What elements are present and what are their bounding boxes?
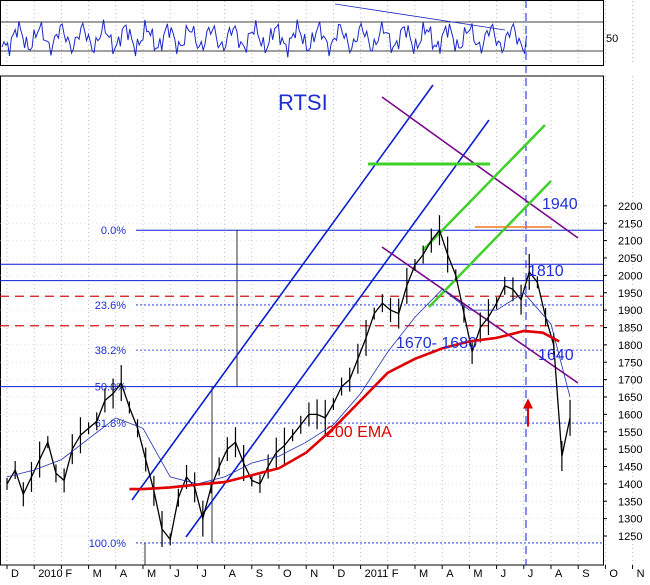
x-tick-label: F bbox=[392, 568, 399, 580]
x-tick-label: N bbox=[637, 568, 645, 580]
y-tick-label: 1600 bbox=[618, 409, 642, 421]
x-tick-label: 2011 bbox=[365, 568, 389, 580]
channel-upper-line bbox=[131, 84, 434, 501]
x-tick-label: N bbox=[310, 568, 318, 580]
y-tick-label: 1950 bbox=[618, 288, 642, 300]
y-tick-label: 1350 bbox=[618, 496, 642, 508]
y-tick-label: 1300 bbox=[618, 514, 642, 526]
fib-label: 50.0% bbox=[95, 382, 126, 394]
y-tick-label: 1700 bbox=[618, 375, 642, 387]
chart-title: RTSI bbox=[278, 90, 328, 115]
x-tick-label: O bbox=[283, 568, 292, 580]
fib-label: 61.8% bbox=[95, 418, 126, 430]
x-tick-label: 2010 bbox=[38, 568, 62, 580]
y-tick-label: 2100 bbox=[618, 236, 642, 248]
annotation-1940: 1940 bbox=[542, 196, 578, 213]
y-tick-label: 1800 bbox=[618, 340, 642, 352]
y-tick-label: 1450 bbox=[618, 462, 642, 474]
x-tick-label: F bbox=[65, 568, 72, 580]
fib-label: 38.2% bbox=[95, 345, 126, 357]
green-channel-upper bbox=[422, 124, 546, 251]
ema-200-line bbox=[129, 329, 560, 491]
y-tick-label: 1850 bbox=[618, 323, 642, 335]
x-tick-label: M bbox=[93, 568, 102, 580]
fib-label: 23.6% bbox=[95, 300, 126, 312]
red-arrow-head bbox=[523, 398, 533, 409]
oscillator-trendline bbox=[334, 3, 506, 31]
y-tick-label: 2150 bbox=[618, 218, 642, 230]
annotation-1640: 1640 bbox=[538, 347, 574, 364]
y-tick-label: 2000 bbox=[618, 270, 642, 282]
y-tick-label: 1750 bbox=[618, 357, 642, 369]
fib-label: 100.0% bbox=[89, 538, 127, 550]
x-tick-label: J bbox=[201, 568, 207, 580]
y-tick-label: 1250 bbox=[618, 531, 642, 543]
x-tick-label: J bbox=[501, 568, 507, 580]
x-tick-label: J bbox=[174, 568, 180, 580]
fib-label: 0.0% bbox=[101, 225, 126, 237]
purple-resistance-line bbox=[381, 96, 579, 239]
annotation-200-ema: 200 EMA bbox=[326, 424, 392, 441]
y-tick-label: 1500 bbox=[618, 444, 642, 456]
y-tick-label: 1650 bbox=[618, 392, 642, 404]
y-tick-label: 1900 bbox=[618, 305, 642, 317]
x-tick-label: M bbox=[419, 568, 428, 580]
x-tick-label: S bbox=[256, 568, 263, 580]
y-tick-label: 1400 bbox=[618, 479, 642, 491]
x-tick-label: A bbox=[229, 568, 237, 580]
x-tick-label: S bbox=[582, 568, 589, 580]
green-channel-lower bbox=[428, 180, 552, 308]
x-tick-label: J bbox=[528, 568, 534, 580]
oscillator-frame bbox=[0, 0, 604, 66]
y-tick-label: 1550 bbox=[618, 427, 642, 439]
channel-lower-line bbox=[185, 119, 490, 538]
price-frame bbox=[0, 75, 604, 566]
y-tick-label: 2200 bbox=[618, 201, 642, 213]
x-tick-label: D bbox=[11, 568, 19, 580]
x-tick-label: O bbox=[609, 568, 618, 580]
x-tick-label: A bbox=[446, 568, 454, 580]
y-tick-label: 2050 bbox=[618, 253, 642, 265]
annotation-1670-1680: 1670- 1680 bbox=[396, 335, 477, 352]
annotation-1810: 1810 bbox=[528, 263, 564, 280]
x-tick-label: D bbox=[337, 568, 345, 580]
x-tick-label: M bbox=[473, 568, 482, 580]
x-tick-label: A bbox=[555, 568, 563, 580]
ma-line bbox=[6, 288, 571, 485]
oscillator-line bbox=[1, 19, 527, 58]
oscillator-tick-label: 50 bbox=[606, 33, 618, 45]
x-tick-label: M bbox=[147, 568, 156, 580]
x-tick-label: A bbox=[120, 568, 128, 580]
